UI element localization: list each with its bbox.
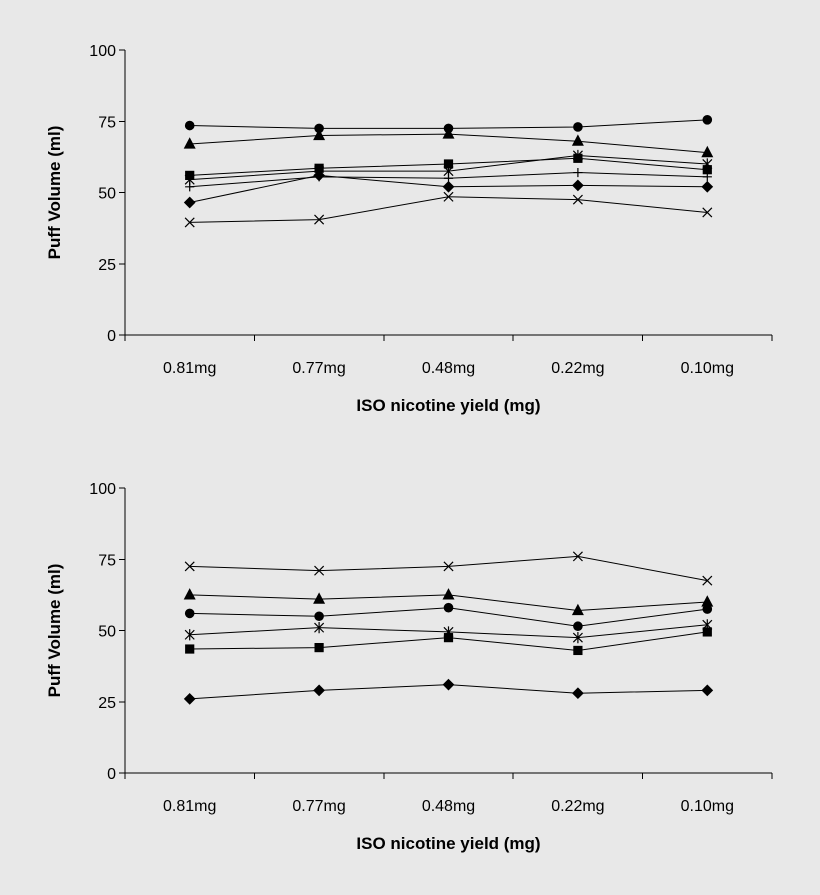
y-tick-label: 0 xyxy=(107,766,116,783)
triangle-point xyxy=(183,137,196,149)
x-point xyxy=(572,194,583,205)
series-square xyxy=(185,627,712,656)
x-tick-label: 0.48mg xyxy=(422,360,475,377)
circle-point xyxy=(184,120,195,131)
series-diamond xyxy=(183,169,714,209)
y-tick-label: 75 xyxy=(98,552,116,569)
square-point xyxy=(702,627,712,637)
series-diamond xyxy=(183,678,714,705)
top-chart: 0 25 50 75 100 0.81mg 0.77mg 0.48mg 0.22mg 0.10mg… xyxy=(45,43,773,415)
series-line xyxy=(189,196,708,223)
triangle-point xyxy=(701,145,714,158)
x-tick-label: 0.10mg xyxy=(681,798,734,815)
circle-point xyxy=(702,115,713,125)
triangle-point xyxy=(571,134,584,146)
diamond-point xyxy=(313,169,325,182)
x-tick-label: 0.22mg xyxy=(551,360,604,377)
y-tick-label: 50 xyxy=(98,186,116,203)
series-triangle xyxy=(183,127,714,158)
y-axis-title: Puff Volume (ml) xyxy=(45,126,64,260)
y-axis-title: Puff Volume (ml) xyxy=(45,564,64,698)
circle-point xyxy=(702,604,713,614)
square-point xyxy=(443,633,454,643)
diamond-point xyxy=(572,179,584,192)
triangle-point xyxy=(313,592,326,604)
y-tick-label: 50 xyxy=(98,624,116,641)
series-x xyxy=(184,191,713,228)
triangle-point xyxy=(442,588,455,600)
x-point xyxy=(443,561,454,572)
x-tick-label: 0.48mg xyxy=(422,798,475,815)
x-tick-label: 0.10mg xyxy=(681,360,734,377)
diamond-point xyxy=(313,684,325,697)
diamond-point xyxy=(701,684,714,697)
diamond-point xyxy=(183,693,196,705)
diamond-point xyxy=(183,196,196,209)
y-tick-label: 75 xyxy=(98,114,116,131)
x-tick-label: 0.81mg xyxy=(163,798,216,815)
triangle-point xyxy=(442,127,455,139)
series-line xyxy=(189,555,708,582)
circle-point xyxy=(314,611,324,622)
x-axis-title: ISO nicotine yield (mg) xyxy=(356,396,540,415)
x-point xyxy=(184,561,195,572)
series-triangle xyxy=(183,588,714,616)
x-point xyxy=(702,575,713,586)
bottom-chart: 0 25 50 75 100 0.81mg 0.77mg 0.48mg 0.22mg 0.10mg… xyxy=(45,481,773,853)
y-tick-label: 100 xyxy=(89,43,116,60)
square-point xyxy=(185,644,195,654)
y-tick-label: 0 xyxy=(107,328,116,345)
x-tick-label: 0.77mg xyxy=(292,360,345,377)
square-point xyxy=(573,645,583,656)
circle-point xyxy=(443,602,454,613)
diamond-point xyxy=(442,180,455,193)
series-x xyxy=(184,551,713,586)
y-tick-label: 25 xyxy=(98,257,116,274)
circle-point xyxy=(573,122,583,132)
plus-point xyxy=(185,182,195,192)
x-point xyxy=(443,191,454,202)
diamond-point xyxy=(572,687,584,700)
plus-point xyxy=(573,167,583,178)
x-tick-label: 0.77mg xyxy=(292,798,345,815)
x-point xyxy=(702,207,713,218)
circle-point xyxy=(573,621,583,632)
series-circle xyxy=(184,602,713,632)
x-point xyxy=(572,551,583,562)
asterisk-point xyxy=(702,158,713,170)
x-tick-label: 0.81mg xyxy=(163,360,216,377)
asterisk-point xyxy=(314,622,325,634)
x-point xyxy=(184,217,195,228)
square-point xyxy=(314,642,324,653)
y-tick-label: 25 xyxy=(98,695,116,712)
plus-point xyxy=(702,172,712,182)
asterisk-point xyxy=(572,632,583,644)
x-axis-title: ISO nicotine yield (mg) xyxy=(356,834,540,853)
diamond-point xyxy=(442,678,455,691)
y-tick-label: 100 xyxy=(89,481,116,498)
diamond-point xyxy=(701,180,714,193)
triangle-point xyxy=(313,128,326,141)
x-point xyxy=(314,565,325,576)
circle-point xyxy=(184,608,195,619)
triangle-point xyxy=(183,588,196,600)
x-tick-label: 0.22mg xyxy=(551,798,604,815)
asterisk-point xyxy=(572,149,583,162)
triangle-point xyxy=(571,603,584,616)
asterisk-point xyxy=(184,629,195,641)
x-point xyxy=(314,214,325,225)
